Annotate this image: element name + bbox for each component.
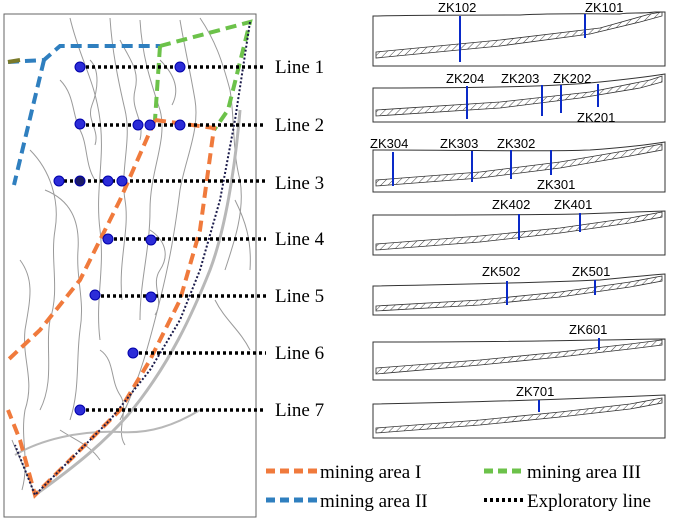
- contour-lines: [11, 17, 251, 497]
- borehole-marker: [102, 233, 114, 245]
- zk101-label: ZK101: [585, 0, 623, 15]
- borehole-marker: [74, 61, 86, 73]
- legend-label-mining-area-1: mining area I: [320, 462, 421, 483]
- line-2-label: Line 2: [275, 115, 324, 136]
- exploratory-line-7: Line 7: [74, 400, 324, 421]
- zk304-label: ZK304: [370, 136, 408, 151]
- borehole-marker: [74, 118, 86, 130]
- mining-area-1-boundary: [6, 118, 217, 499]
- zk203-label: ZK203: [501, 71, 539, 86]
- zk302-label: ZK302: [497, 136, 535, 151]
- borehole-marker: [53, 175, 65, 187]
- borehole-marker: [145, 234, 157, 246]
- line-6-label: Line 6: [275, 343, 324, 364]
- zk501-label: ZK501: [572, 264, 610, 279]
- line-1-label: Line 1: [275, 57, 324, 78]
- zk202-label: ZK202: [553, 71, 591, 86]
- exploratory-line-3: Line 3: [53, 173, 324, 194]
- exploratory-line-6: Line 6: [127, 343, 324, 364]
- borehole-marker: [144, 119, 156, 131]
- zk601-label: ZK601: [569, 322, 607, 337]
- exploratory-line-2: Line 2: [74, 115, 324, 136]
- zk502-label: ZK502: [482, 264, 520, 279]
- zk303-label: ZK303: [440, 136, 478, 151]
- line-4-label: Line 4: [275, 229, 325, 250]
- zk701-label: ZK701: [516, 384, 554, 399]
- borehole-marker: [102, 175, 114, 187]
- exploratory-line-4: Line 4: [102, 229, 325, 250]
- legend-mining-area-2: mining area II: [266, 491, 428, 512]
- mining-area-2-boundary: [7, 44, 160, 186]
- exploratory-line-1: Line 1: [74, 57, 324, 78]
- line-3-label: Line 3: [275, 173, 324, 194]
- map-panel: Line 1 Line 2 Line 3 Line 4: [3, 13, 325, 518]
- cross-section-6: ZK601: [372, 322, 666, 381]
- cross-section-2: ZK204 ZK203 ZK202 ZK201: [372, 71, 666, 125]
- legend-exploratory-line: Exploratory line: [484, 491, 651, 512]
- map-boundary-dotted: [14, 21, 251, 497]
- borehole-marker: [116, 175, 128, 187]
- legend: mining area I mining area III mining are…: [266, 462, 651, 512]
- zk401-label: ZK401: [554, 197, 592, 212]
- zk301-label: ZK301: [537, 177, 575, 192]
- zk204-label: ZK204: [446, 71, 484, 86]
- borehole-marker: [89, 289, 101, 301]
- borehole-marker: [127, 347, 139, 359]
- borehole-marker: [174, 119, 186, 131]
- zk201-label: ZK201: [577, 110, 615, 125]
- legend-label-mining-area-2: mining area II: [320, 491, 428, 512]
- exploratory-line-5: Line 5: [89, 286, 324, 307]
- cross-section-4: ZK402 ZK401: [372, 197, 666, 256]
- zk102-label: ZK102: [438, 0, 476, 15]
- zk402-label: ZK402: [492, 197, 530, 212]
- legend-label-mining-area-3: mining area III: [527, 462, 641, 483]
- line-5-label: Line 5: [275, 286, 324, 307]
- map-frame: [3, 13, 257, 518]
- cross-sections: ZK102 ZK101 ZK204 ZK203 ZK202 ZK201 ZK30…: [370, 0, 666, 439]
- borehole-marker: [132, 119, 144, 131]
- line-7-label: Line 7: [275, 400, 324, 421]
- cross-section-7: ZK701: [372, 384, 666, 439]
- legend-label-exploratory-line: Exploratory line: [527, 491, 651, 512]
- borehole-marker: [74, 404, 86, 416]
- cross-section-5: ZK502 ZK501: [372, 264, 666, 316]
- cross-section-3: ZK304 ZK303 ZK302 ZK301: [370, 136, 666, 193]
- borehole-marker: [145, 291, 157, 303]
- borehole-marker: [174, 61, 186, 73]
- legend-mining-area-3: mining area III: [484, 462, 641, 483]
- cross-section-1: ZK102 ZK101: [372, 0, 666, 67]
- legend-mining-area-1: mining area I: [266, 462, 421, 483]
- borehole-marker: [74, 175, 86, 187]
